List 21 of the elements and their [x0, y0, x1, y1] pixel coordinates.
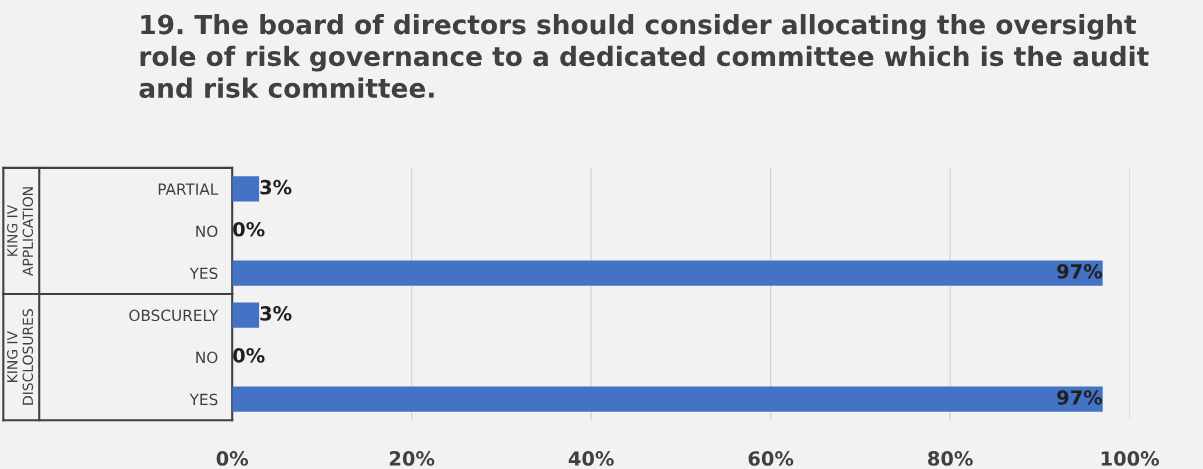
- y-tick-label: OBSCURELY: [129, 309, 219, 322]
- text: KING IV APPLICATION: [7, 187, 34, 276]
- data-label: 0%: [233, 348, 265, 363]
- y-tick-label: YES: [189, 393, 218, 406]
- data-label: 3%: [260, 306, 292, 321]
- y-tick-label: NO: [196, 351, 218, 364]
- y-tick-label: PARTIAL: [158, 183, 219, 195]
- x-tick-label: 0%: [216, 451, 249, 466]
- data-label: 0%: [233, 221, 265, 237]
- x-tick-label: 100%: [1101, 451, 1160, 466]
- data-label: 3%: [260, 179, 292, 195]
- x-tick-label: 80%: [928, 451, 973, 466]
- data-label: 97%: [1057, 390, 1103, 405]
- x-tick-label: 20%: [389, 451, 435, 466]
- text: KING IV DISCLOSURES: [7, 309, 34, 405]
- x-tick-label: 60%: [748, 451, 794, 466]
- y-tick-label: NO: [196, 225, 218, 237]
- chart-title: 19. The board of directors should consider allocating the oversight role of risk governance to a dedicated committee which is the audit and risk committee.: [139, 14, 1149, 99]
- y-tick-label: YES: [189, 267, 218, 280]
- data-label: 97%: [1057, 263, 1103, 279]
- x-tick-label: 40%: [568, 451, 614, 466]
